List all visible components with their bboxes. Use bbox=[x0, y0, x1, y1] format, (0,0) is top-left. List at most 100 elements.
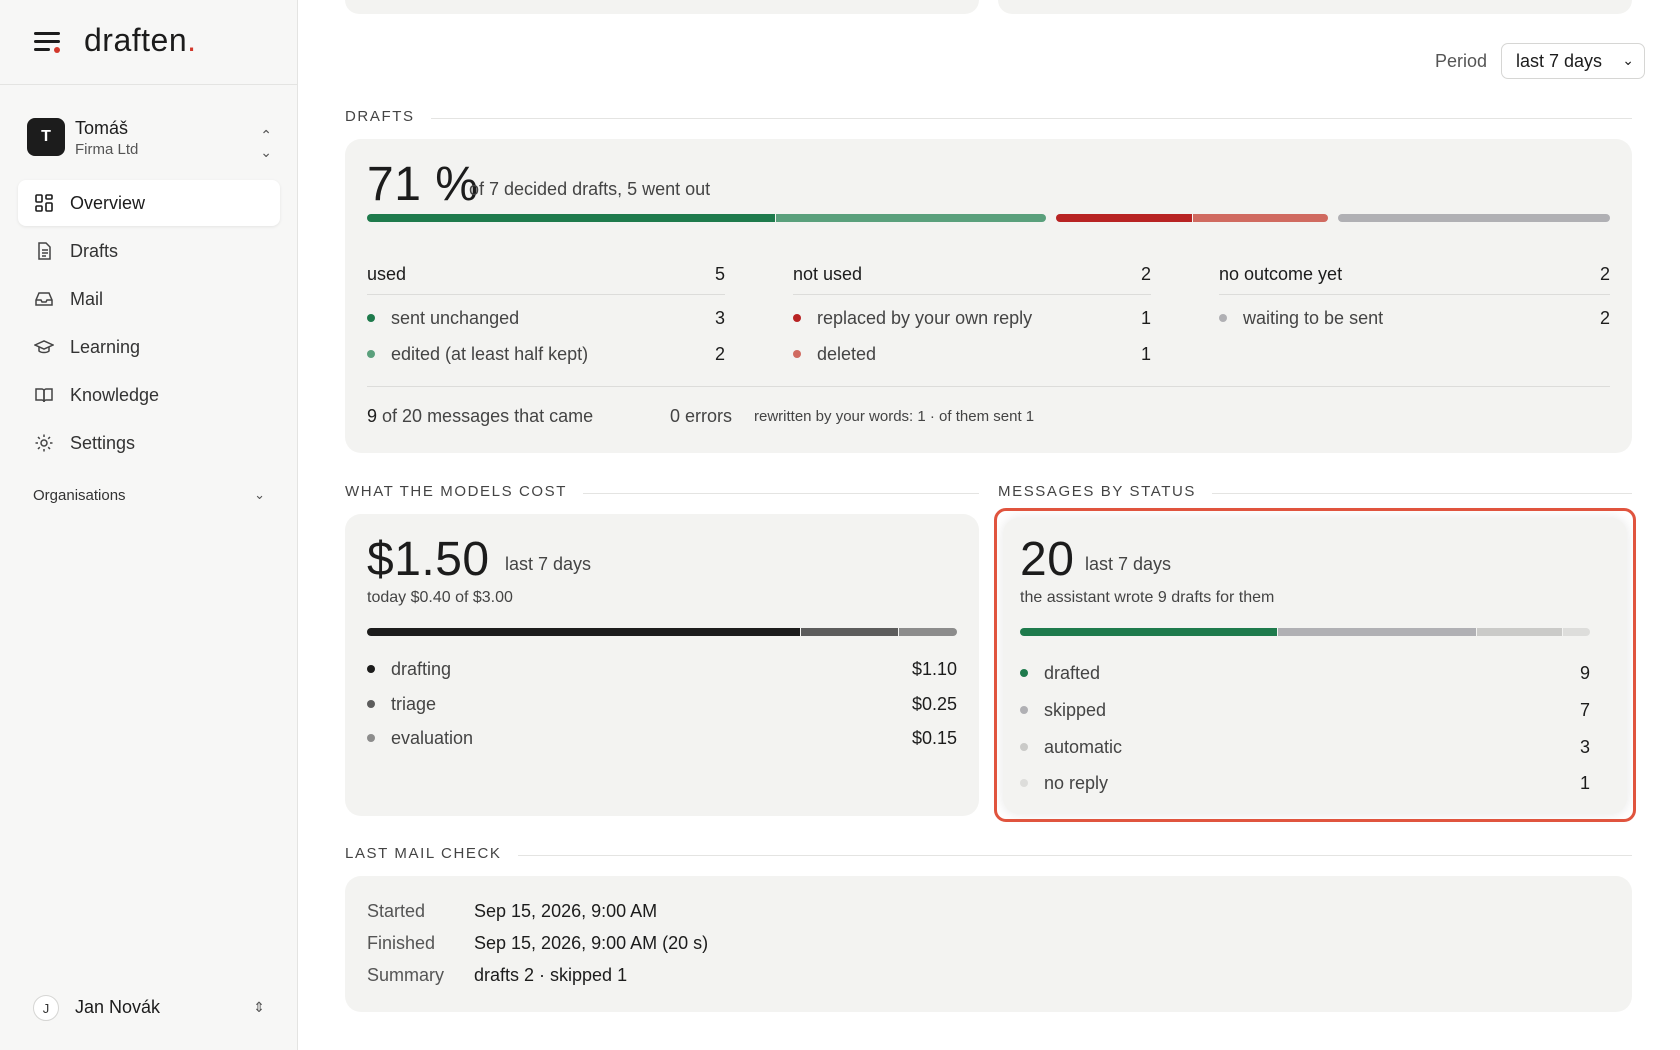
gear-icon bbox=[34, 433, 54, 453]
chevron-down-icon: ⌄ bbox=[254, 487, 265, 502]
status-dot bbox=[367, 734, 375, 742]
mail-check-value: Sep 15, 2026, 9:00 AM bbox=[474, 901, 658, 921]
account-name: Tomáš bbox=[75, 118, 129, 138]
bar-group bbox=[1056, 214, 1329, 222]
brand-header: draften. bbox=[0, 0, 297, 85]
row-label: skipped bbox=[1044, 700, 1107, 720]
sidebar-item-knowledge[interactable]: Knowledge bbox=[18, 372, 280, 418]
sidebar-item-label: Mail bbox=[70, 288, 104, 309]
row-label: waiting to be sent bbox=[1243, 308, 1384, 328]
sidebar-item-label: Settings bbox=[70, 432, 136, 453]
status-dot bbox=[1219, 314, 1227, 322]
bar-segment bbox=[1476, 628, 1562, 636]
grid-icon bbox=[34, 193, 54, 213]
period-select-value: last 7 days bbox=[1516, 50, 1603, 71]
card-stub bbox=[998, 0, 1632, 14]
drafts-section-title: DRAFTS bbox=[345, 108, 1632, 125]
sidebar-item-drafts[interactable]: Drafts bbox=[18, 228, 280, 274]
main-content: Period last 7 days ⌄ DRAFTS 71 % of 7 de… bbox=[298, 0, 1680, 1050]
row-label: deleted bbox=[817, 344, 877, 364]
status-dot bbox=[367, 700, 375, 708]
col-head-no-outcome: no outcome yet bbox=[1219, 264, 1343, 284]
row-value: 1 bbox=[1579, 773, 1590, 793]
period-filter: Period last 7 days ⌄ bbox=[1435, 43, 1645, 79]
bar-group bbox=[367, 214, 1047, 222]
sidebar-item-label: Overview bbox=[70, 192, 146, 213]
row-label: drafted bbox=[1044, 663, 1101, 683]
divider bbox=[1219, 294, 1610, 295]
mail-check-value: drafts 2 · skipped 1 bbox=[474, 965, 628, 985]
row-label: sent unchanged bbox=[391, 308, 520, 328]
row-label: replaced by your own reply bbox=[817, 308, 1033, 328]
sidebar: draften. T Tomáš Firma Ltd ⌃ ⌄ Overview D… bbox=[0, 0, 298, 1050]
row-value: 2 bbox=[1599, 308, 1610, 328]
bar-group bbox=[1338, 214, 1610, 222]
cost-period: last 7 days bbox=[505, 554, 592, 574]
sidebar-item-label: Knowledge bbox=[70, 384, 160, 405]
sidebar-item-mail[interactable]: Mail bbox=[18, 276, 280, 322]
row-label: automatic bbox=[1044, 737, 1123, 757]
row-value: $0.15 bbox=[911, 728, 957, 748]
status-dot bbox=[1020, 669, 1028, 677]
bar-group bbox=[367, 628, 957, 636]
sidebar-item-overview[interactable]: Overview bbox=[18, 180, 280, 226]
graduation-cap-icon bbox=[33, 337, 55, 357]
status-dot bbox=[367, 350, 375, 358]
col-total-no-outcome: 2 bbox=[1599, 264, 1610, 284]
row-value: 2 bbox=[714, 344, 725, 364]
status-dot bbox=[1020, 779, 1028, 787]
chevron-updown-icon: ⌃ ⌄ bbox=[260, 127, 272, 160]
highlight-frame bbox=[994, 508, 1636, 822]
avatar: J bbox=[33, 995, 59, 1021]
menu-icon[interactable] bbox=[34, 32, 60, 53]
book-icon bbox=[34, 385, 54, 405]
mail-check-card: Started Sep 15, 2026, 9:00 AM Finished S… bbox=[345, 876, 1632, 1012]
chevron-updown-icon: ⇕ bbox=[253, 999, 265, 1015]
status-dot bbox=[1020, 706, 1028, 714]
bar-segment bbox=[799, 628, 898, 636]
user-name: Jan Novák bbox=[75, 997, 161, 1017]
status-dot bbox=[793, 314, 801, 322]
cost-amount: $1.50 bbox=[367, 533, 490, 586]
row-value: 1 bbox=[1140, 308, 1151, 328]
row-label: no reply bbox=[1044, 773, 1109, 793]
status-dot bbox=[1020, 743, 1028, 751]
sidebar-item-settings[interactable]: Settings bbox=[18, 420, 280, 466]
period-label: Period bbox=[1434, 50, 1487, 71]
sidebar-nav: Overview Drafts Mail Learning Knowledge bbox=[18, 180, 280, 468]
account-switcher[interactable]: T Tomáš Firma Ltd ⌃ ⌄ bbox=[27, 118, 272, 160]
bar-segment bbox=[774, 214, 1047, 222]
row-label: drafting bbox=[391, 659, 452, 679]
document-icon bbox=[34, 241, 54, 261]
mail-check-label: Finished bbox=[367, 933, 436, 953]
cost-section-title: WHAT THE MODELS COST bbox=[345, 483, 979, 500]
cost-breakdown-bar bbox=[367, 628, 957, 640]
row-value: 9 bbox=[1579, 663, 1590, 683]
row-value: 3 bbox=[1579, 737, 1590, 757]
row-label: evaluation bbox=[391, 728, 474, 748]
drafts-footer-rewritten: rewritten by your words: 1 · of them sen… bbox=[754, 408, 1035, 425]
period-select[interactable]: last 7 days ⌄ bbox=[1501, 43, 1645, 79]
row-label: triage bbox=[391, 694, 437, 714]
bar-group bbox=[1020, 628, 1590, 636]
bar-segment bbox=[1056, 214, 1193, 222]
bar-segment bbox=[367, 628, 800, 636]
col-total-used: 5 bbox=[714, 264, 725, 284]
sidebar-item-learning[interactable]: Learning bbox=[18, 324, 280, 370]
drafts-footer-errors: 0 errors bbox=[670, 406, 733, 426]
user-menu[interactable]: J Jan Novák ⇕ bbox=[33, 995, 265, 1021]
bar-segment bbox=[897, 628, 957, 636]
row-value: 3 bbox=[714, 308, 725, 328]
status-section-title: MESSAGES BY STATUS bbox=[998, 483, 1632, 500]
row-value: $0.25 bbox=[911, 694, 957, 714]
mail-check-section-title: LAST MAIL CHECK bbox=[345, 845, 1632, 862]
chevron-down-icon: ⌄ bbox=[1622, 52, 1634, 68]
bar-segment bbox=[1020, 628, 1277, 636]
mail-check-value: Sep 15, 2026, 9:00 AM (20 s) bbox=[474, 933, 709, 953]
organisations-toggle[interactable]: Organisations ⌄ bbox=[33, 487, 265, 504]
status-breakdown-bar bbox=[1020, 628, 1590, 640]
account-org: Firma Ltd bbox=[75, 141, 139, 158]
logo[interactable]: draften. bbox=[84, 22, 197, 58]
status-period: last 7 days bbox=[1085, 554, 1172, 574]
cost-today: today $0.40 of $3.00 bbox=[367, 589, 513, 606]
